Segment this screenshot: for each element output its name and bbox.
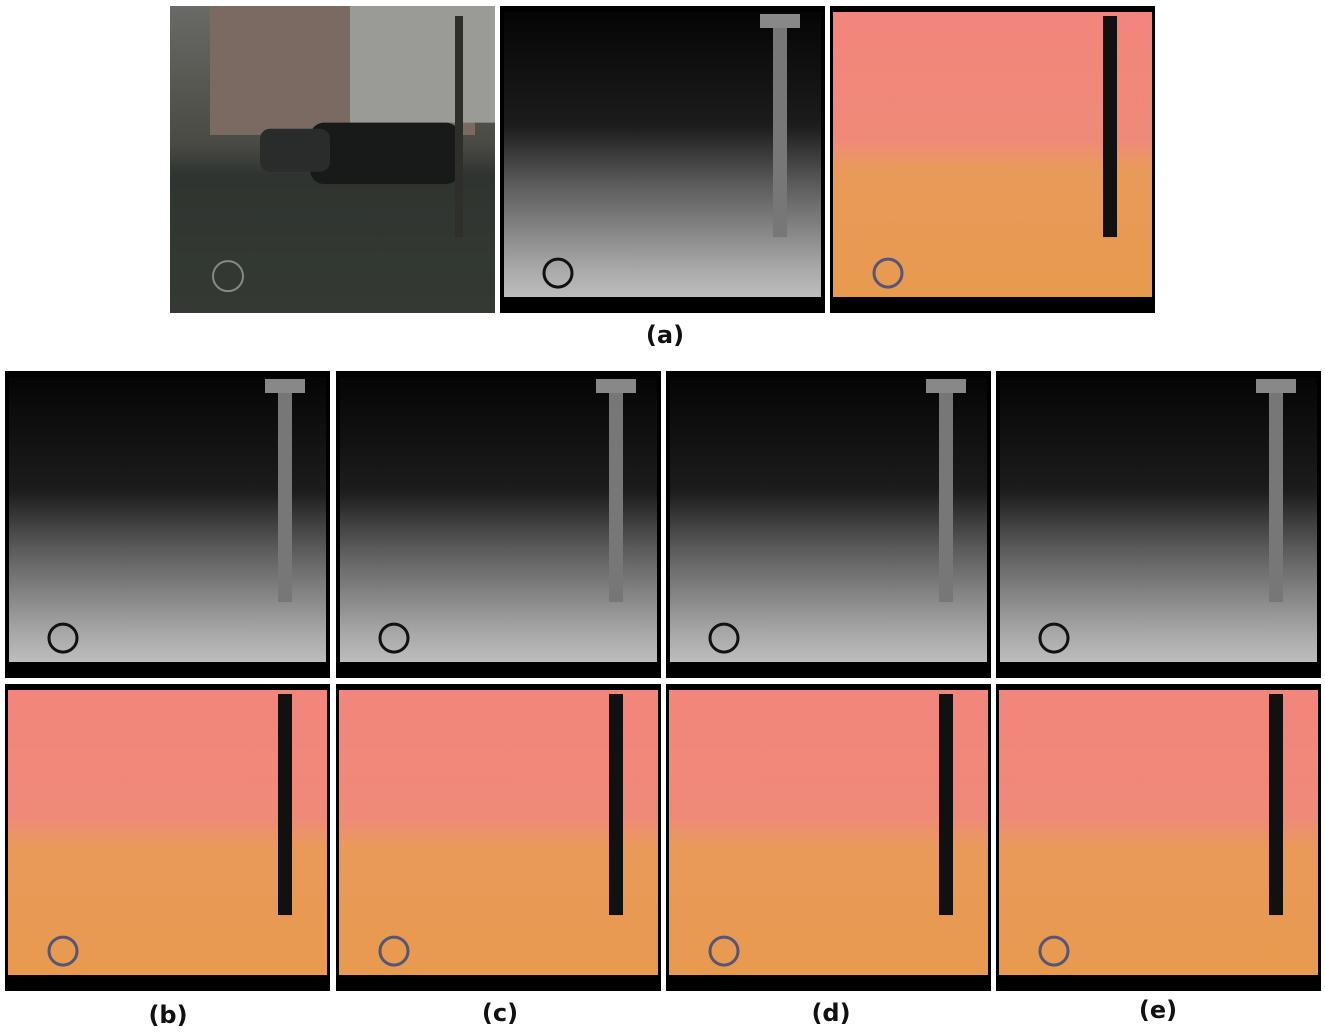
pole <box>278 694 292 915</box>
normal-map <box>830 6 1155 313</box>
depth-map <box>500 6 825 313</box>
caption: (d) <box>811 999 850 1027</box>
pole <box>939 381 953 602</box>
pole <box>455 16 463 237</box>
building <box>350 6 495 123</box>
depth-map <box>996 371 1321 678</box>
pole <box>278 381 292 602</box>
normal-map <box>5 684 330 991</box>
normal-map <box>996 684 1321 991</box>
pole-top <box>926 379 966 393</box>
pole-top <box>760 14 800 28</box>
normal-map <box>666 684 991 991</box>
figure: (a) (b) (c) (d) (e) <box>0 0 1325 1032</box>
depth-map <box>336 371 661 678</box>
normal-map <box>336 684 661 991</box>
pole <box>609 694 623 915</box>
pole-top <box>265 379 305 393</box>
caption: (a) <box>646 321 684 349</box>
pole <box>609 381 623 602</box>
caption: (c) <box>482 999 518 1027</box>
car <box>310 123 460 184</box>
pole <box>1269 694 1283 915</box>
pole <box>773 16 787 237</box>
caption: (b) <box>148 1001 187 1029</box>
pole-top <box>1256 379 1296 393</box>
depth-map <box>666 371 991 678</box>
photo <box>170 6 495 313</box>
pole-top <box>596 379 636 393</box>
pole <box>1103 16 1117 237</box>
caption: (e) <box>1139 996 1177 1024</box>
pole <box>1269 381 1283 602</box>
car <box>260 129 330 172</box>
depth-map <box>5 371 330 678</box>
pole <box>939 694 953 915</box>
